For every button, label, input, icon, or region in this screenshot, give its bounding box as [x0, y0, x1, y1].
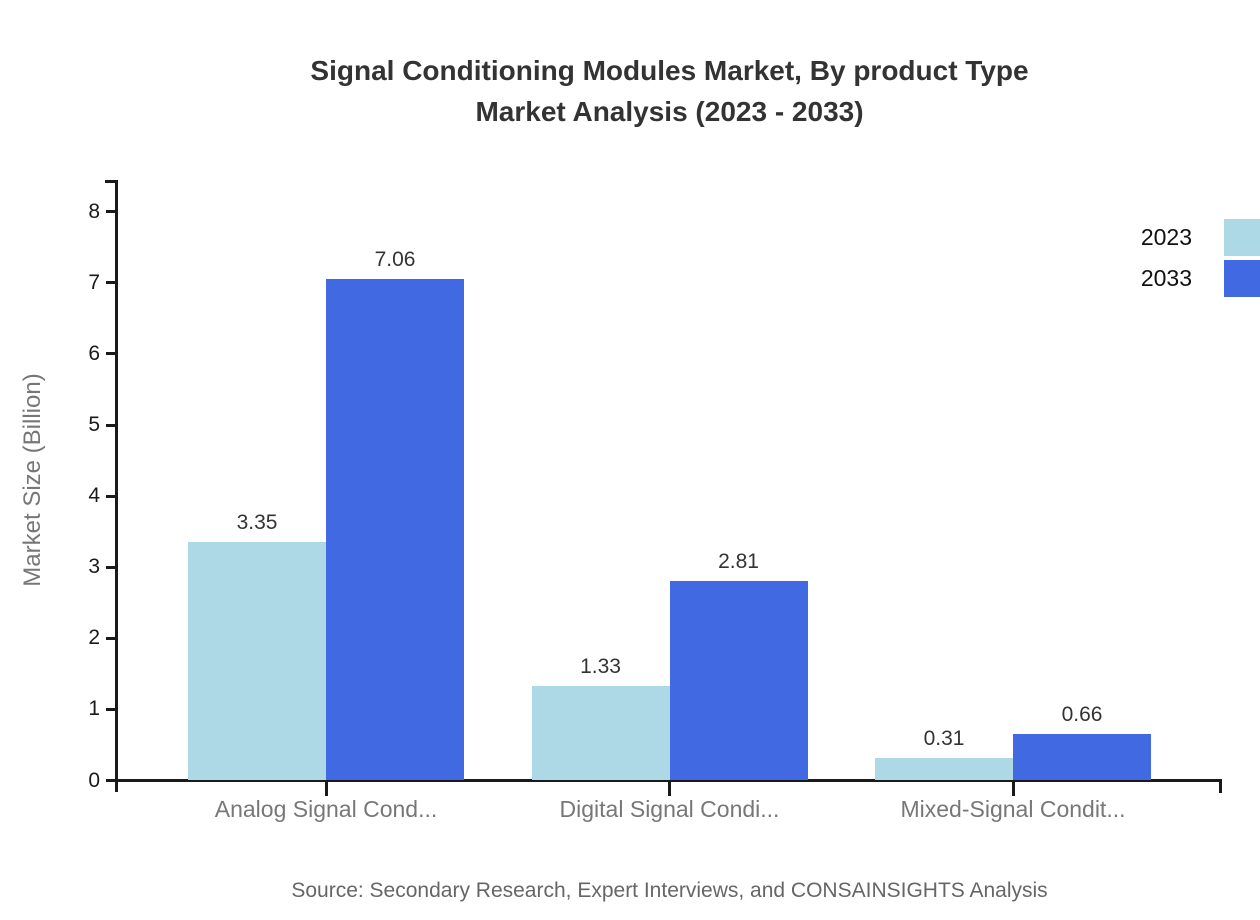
legend-label: 2023: [1140, 224, 1192, 250]
y-axis-line: [115, 180, 118, 792]
y-tick-label: 0: [88, 768, 100, 792]
legend-label: 2033: [1140, 265, 1192, 291]
bar-2033-cat1: [326, 278, 464, 781]
x-axis-tick: [668, 779, 671, 796]
category-label: Mixed-Signal Condit...: [900, 796, 1126, 822]
x-axis-tick: [324, 779, 328, 796]
bar-2033-cat3: [1013, 733, 1151, 781]
chart-title: Signal Conditioning Modules Market, By p…: [117, 50, 1222, 132]
bar-value-label: 3.35: [236, 511, 278, 535]
category-label: Digital Signal Condi...: [559, 796, 780, 822]
y-axis-top-cap: [105, 180, 118, 183]
x-axis-tick: [1011, 779, 1015, 796]
bar-value-label: 2.81: [718, 549, 759, 573]
y-axis-tick: [106, 565, 115, 569]
bar-2023-cat2: [531, 685, 670, 781]
y-axis-tick: [106, 281, 115, 285]
legend-swatch-2023: [1224, 219, 1260, 256]
chart-title-line2: Market Analysis (2023 - 2033): [475, 96, 864, 127]
y-axis-tick: [106, 636, 115, 640]
y-tick-label: 8: [88, 199, 100, 223]
bar-2023-cat3: [875, 758, 1013, 781]
bar-2033-cat2: [669, 580, 808, 781]
y-axis-tick: [106, 423, 115, 427]
y-tick-label: 4: [88, 484, 100, 508]
y-tick-label: 1: [88, 697, 100, 721]
y-tick-label: 5: [88, 413, 100, 436]
bar-value-label: 1.33: [580, 654, 621, 678]
y-axis-tick: [106, 210, 115, 214]
legend-item-2033: 2033: [0, 260, 1260, 297]
y-axis-tick: [106, 352, 115, 356]
bar-value-label: 0.66: [1061, 702, 1103, 726]
legend-swatch-2033: [1224, 260, 1260, 297]
y-tick-label: 7: [88, 270, 100, 294]
y-axis-tick: [106, 707, 115, 711]
y-tick-label: 6: [88, 341, 100, 365]
legend-item-2023: 2023: [0, 219, 1260, 256]
y-axis-tick: [106, 779, 115, 782]
bar-value-label: 7.06: [374, 247, 416, 271]
bar-2023-cat1: [188, 542, 326, 781]
bar-value-label: 0.31: [923, 727, 965, 751]
chart-title-line1: Signal Conditioning Modules Market, By p…: [310, 55, 1029, 86]
y-tick-label: 2: [88, 626, 100, 650]
x-axis-end-cap: [1219, 779, 1222, 793]
category-label: Analog Signal Cond...: [214, 796, 438, 822]
y-axis-tick: [106, 494, 115, 498]
y-tick-label: 3: [88, 555, 100, 579]
source-note: Source: Secondary Research, Expert Inter…: [291, 879, 1048, 902]
